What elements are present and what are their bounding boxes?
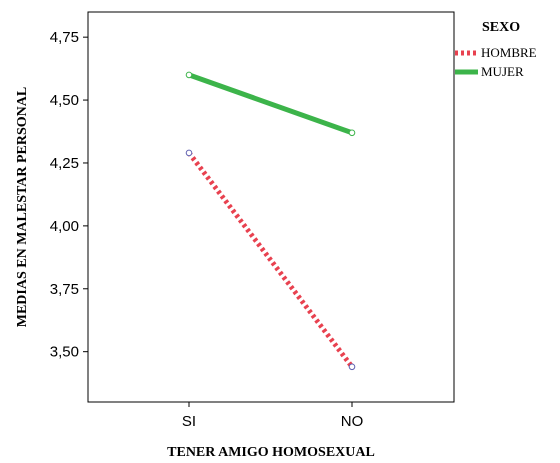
y-axis-title: MEDIAS EN MALESTAR PERSONAL [15, 87, 30, 328]
x-tick-label: NO [341, 413, 364, 430]
y-tick-label: 4,50 [50, 92, 79, 109]
x-tick-label: SI [182, 413, 196, 430]
data-point [185, 71, 193, 79]
data-point [348, 363, 356, 371]
series-line-hombre [187, 151, 354, 369]
x-axis-title: TENER AMIGO HOMOSEXUAL [167, 445, 375, 460]
legend-label-hombre: HOMBRE [481, 45, 537, 60]
y-tick-label: 4,00 [50, 218, 79, 235]
legend-label-mujer: MUJER [481, 64, 524, 79]
y-tick-label: 4,25 [50, 155, 79, 172]
legend: SEXO HOMBRE MUJER [455, 20, 537, 79]
y-tick-label: 4,75 [50, 29, 79, 46]
plot-area [87, 11, 455, 403]
y-tick-label: 3,50 [50, 344, 79, 361]
x-axis: SI NO [182, 402, 363, 430]
legend-title: SEXO [482, 20, 520, 35]
data-point [185, 149, 193, 157]
y-axis: 3,50 3,75 4,00 4,25 4,50 4,75 [50, 29, 88, 361]
series-line-mujer [188, 72, 353, 136]
series-layer [185, 71, 356, 371]
data-point [348, 129, 356, 137]
y-tick-label: 3,75 [50, 281, 79, 298]
